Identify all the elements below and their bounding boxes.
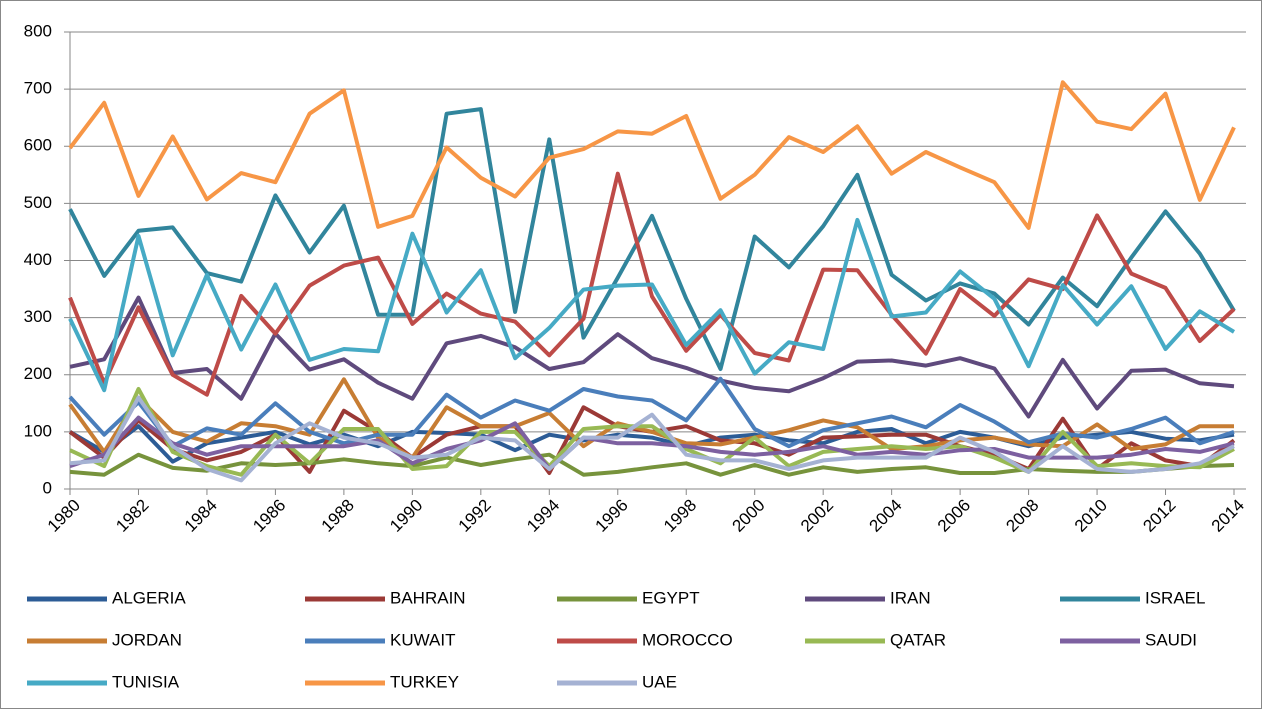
y-tick-label: 200: [24, 364, 52, 383]
legend-label: JORDAN: [112, 630, 182, 649]
series-line: [68, 171, 1236, 397]
series-line: [68, 376, 1235, 449]
series-line: [68, 107, 1236, 371]
legend-label: ALGERIA: [112, 588, 186, 607]
y-tick-label: 800: [24, 21, 52, 40]
legend-label: UAE: [642, 672, 677, 691]
legend-label: QATAR: [890, 630, 946, 649]
y-tick-label: 700: [24, 79, 52, 98]
legend-label: SAUDI: [1145, 630, 1197, 649]
legend-label: TUNISIA: [112, 672, 180, 691]
y-tick-label: 0: [43, 478, 52, 497]
legend-label: MOROCCO: [642, 630, 733, 649]
series-line: [69, 295, 1235, 419]
legend-label: ISRAEL: [1145, 588, 1205, 607]
legend-label: BAHRAIN: [390, 588, 466, 607]
y-tick-label: 600: [24, 136, 52, 155]
y-tick-label: 300: [24, 307, 52, 326]
legend-label: KUWAIT: [390, 630, 455, 649]
series-line: [68, 217, 1236, 393]
legend-label: TURKEY: [390, 672, 459, 691]
legend-label: EGYPT: [642, 588, 700, 607]
y-tick-label: 500: [24, 193, 52, 212]
series-line: [69, 415, 1235, 471]
legend-label: IRAN: [890, 588, 931, 607]
y-tick-label: 400: [24, 250, 52, 269]
series-line: [68, 80, 1236, 230]
series-line: [69, 452, 1235, 477]
series-line: [69, 395, 1235, 483]
y-tick-label: 100: [24, 421, 52, 440]
series-line: [68, 377, 1234, 460]
